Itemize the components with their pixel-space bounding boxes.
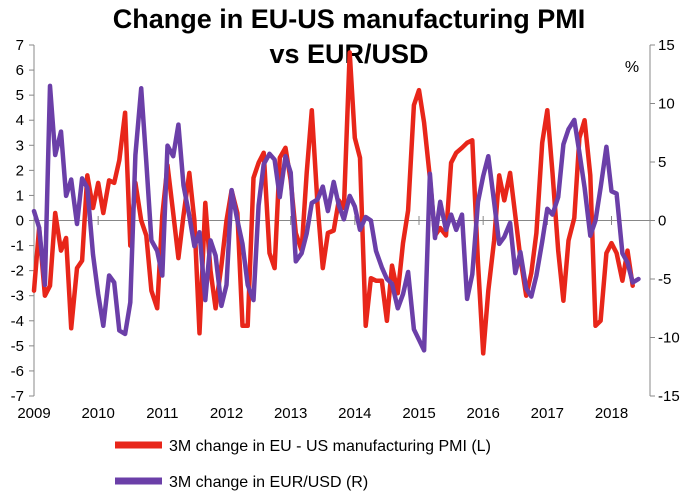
legend-label-pmi: 3M change in EU - US manufacturing PMI (… [169,438,491,455]
x-tick-label: 2012 [210,405,243,422]
left-tick-label: -3 [11,288,24,305]
series-line-eurusd [31,83,641,353]
chart-title: Change in EU-US manufacturing PMI [113,4,586,34]
right-tick-label: -10 [658,330,680,347]
left-tick-label: -4 [11,313,24,330]
left-tick-label: -5 [11,338,24,355]
right-axis-unit-label: % [625,59,639,76]
x-tick-label: 2015 [402,405,435,422]
right-tick-label: -5 [658,271,671,288]
x-tick-label: 2017 [531,405,564,422]
right-y-axis: -15 -10 -5 0 5 10 15 [650,37,680,405]
left-tick-label: 7 [16,37,24,54]
legend-label-eurusd: 3M change in EUR/USD (R) [169,474,368,491]
right-tick-label: 10 [658,96,675,113]
series-layer [31,50,641,356]
x-tick-label: 2010 [81,405,114,422]
left-tick-label: 5 [16,87,24,104]
x-axis: 2009 2010 2011 2012 2013 2014 2015 2016 2017 2018 [17,216,628,422]
left-tick-label: 6 [16,62,24,79]
right-tick-label: 0 [658,213,666,230]
series-line-pmi [31,50,635,356]
right-tick-label: -15 [658,388,680,405]
left-tick-label: 1 [16,187,24,204]
left-tick-label: -6 [11,363,24,380]
left-y-axis: -7 -6 -5 -4 -3 -2 -1 0 1 2 3 4 5 6 7 [11,37,34,405]
left-tick-label: -1 [11,238,24,255]
left-tick-label: 2 [16,162,24,179]
x-tick-label: 2016 [466,405,499,422]
left-tick-label: 3 [16,137,24,154]
left-tick-label: 0 [16,213,24,230]
left-tick-label: -2 [11,263,24,280]
legend: 3M change in EU - US manufacturing PMI (… [115,438,491,491]
x-tick-label: 2013 [274,405,307,422]
x-tick-label: 2011 [146,405,178,422]
left-tick-label: -7 [11,388,24,405]
right-tick-label: 5 [658,154,666,171]
x-tick-label: 2009 [17,405,50,422]
right-tick-label: 15 [658,37,675,54]
left-tick-label: 4 [16,112,24,129]
x-tick-label: 2018 [595,405,628,422]
x-tick-label: 2014 [338,405,371,422]
